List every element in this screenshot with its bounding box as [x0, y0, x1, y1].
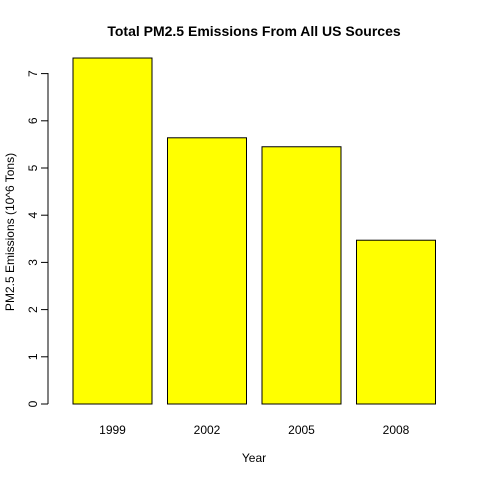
y-tick-label: 2 — [26, 306, 40, 313]
x-axis-tick-labels: 1999 2002 2005 2008 — [99, 423, 410, 437]
bar-2005 — [261, 146, 342, 405]
bar-2008 — [356, 239, 436, 405]
y-tick-label: 1 — [26, 353, 40, 360]
x-tick-label: 1999 — [99, 423, 126, 437]
x-axis-label: Year — [242, 451, 266, 465]
chart-title: Total PM2.5 Emissions From All US Source… — [107, 23, 401, 39]
x-tick-label: 2005 — [288, 423, 315, 437]
bars-group — [72, 57, 436, 405]
y-tick-label: 6 — [26, 117, 40, 124]
x-tick-label: 2008 — [383, 423, 410, 437]
y-tick-label: 4 — [26, 212, 40, 219]
y-tick-label: 7 — [26, 70, 40, 77]
bar-1999 — [72, 57, 153, 405]
y-tick-label: 5 — [26, 164, 40, 171]
x-tick-label: 2002 — [194, 423, 221, 437]
bar-2002 — [167, 137, 247, 405]
y-tick-label: 0 — [26, 400, 40, 407]
y-axis-ticks: 0 1 2 3 4 5 6 7 — [26, 70, 48, 407]
y-axis-label: PM2.5 Emissions (10^6 Tons) — [3, 153, 17, 311]
y-tick-label: 3 — [26, 259, 40, 266]
